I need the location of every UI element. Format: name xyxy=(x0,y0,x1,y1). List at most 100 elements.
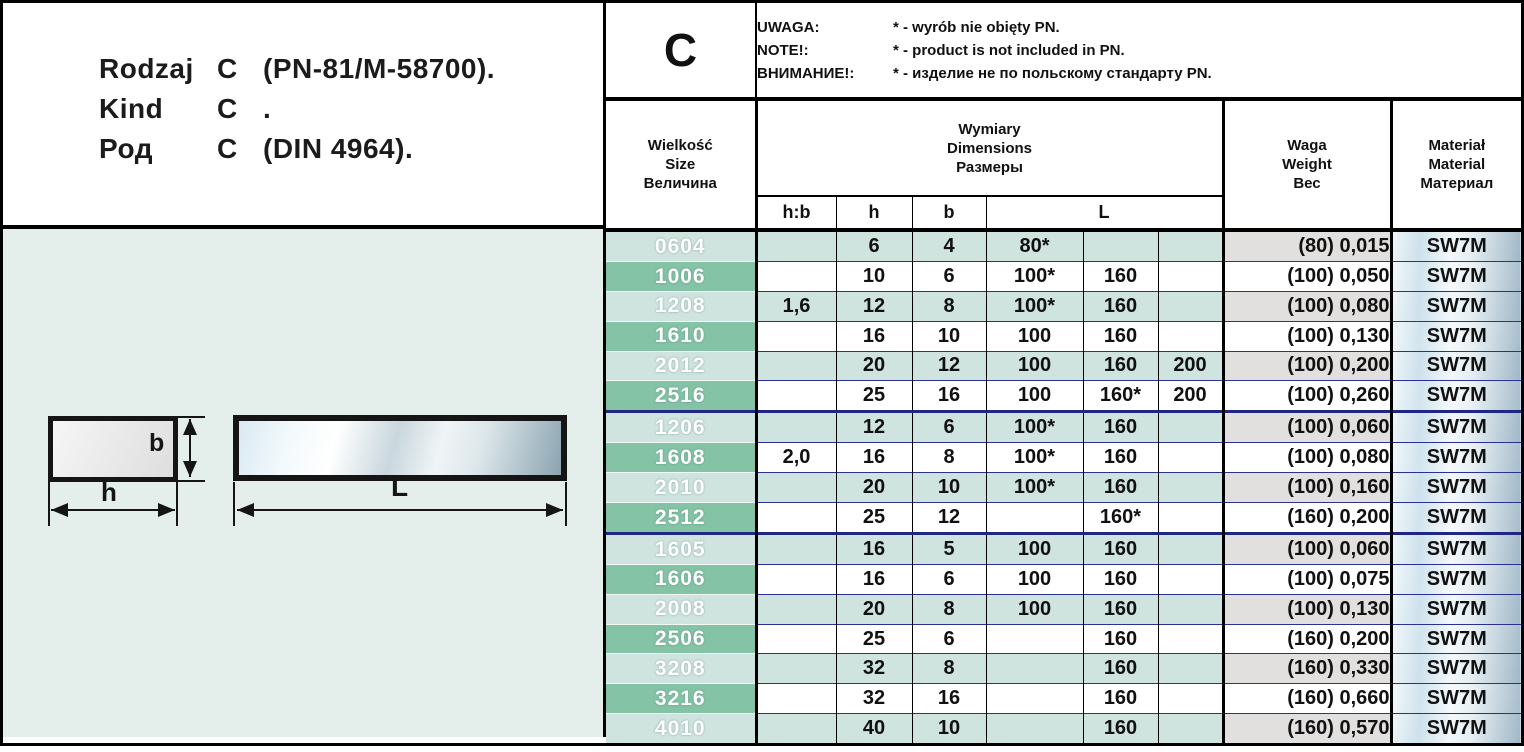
length-3-cell xyxy=(1158,653,1225,684)
table-row: 1605 16 5 100 160 (100) 0,060 SW7M xyxy=(606,532,1522,565)
length-2-cell: 160 xyxy=(1083,472,1159,503)
size-cell: 3216 xyxy=(606,683,758,714)
length-2-cell: 160 xyxy=(1083,410,1159,443)
ext-line-h-left xyxy=(48,482,50,526)
cross-section-rect xyxy=(48,416,178,482)
h-cell: 25 xyxy=(836,380,913,412)
size-cell: 1206 xyxy=(606,410,758,443)
table-row: 2512 25 12 160* (160) 0,200 SW7M xyxy=(606,502,1522,534)
h-cell: 10 xyxy=(836,261,913,292)
material-cell: SW7M xyxy=(1391,261,1522,292)
column-header-size: Wielkość Size Величина xyxy=(606,99,758,232)
bar-rect xyxy=(233,415,567,481)
material-cell: SW7M xyxy=(1391,229,1522,262)
length-1-cell xyxy=(986,713,1084,743)
material-cell: SW7M xyxy=(1391,564,1522,595)
hb-ratio-cell xyxy=(756,593,837,625)
b-cell: 10 xyxy=(912,320,987,352)
table-row: 3208 32 8 160 (160) 0,330 SW7M xyxy=(606,653,1522,684)
weight-cell: (80) 0,015 xyxy=(1223,229,1393,262)
table-body: C UWAGA: * - wyrób nie obięty PN. NOTE!: *… xyxy=(606,3,1522,743)
h-cell: 12 xyxy=(836,410,913,443)
weight-cell: (100) 0,075 xyxy=(1223,564,1393,595)
b-cell: 12 xyxy=(912,350,987,381)
b-cell: 8 xyxy=(912,653,987,684)
h-cell: 20 xyxy=(836,472,913,503)
material-cell: SW7M xyxy=(1391,683,1522,714)
h-cell: 20 xyxy=(836,593,913,625)
size-cell: 0604 xyxy=(606,229,758,262)
length-2-cell: 160 xyxy=(1083,532,1159,565)
b-cell: 16 xyxy=(912,683,987,714)
material-cell: SW7M xyxy=(1391,532,1522,565)
title-standard-ru: (DIN 4964). xyxy=(263,133,414,164)
size-cell: 2008 xyxy=(606,593,758,625)
length-3-cell xyxy=(1158,623,1225,654)
length-3-cell xyxy=(1158,502,1225,534)
note-line-english: NOTE!: * - product is not included in PN. xyxy=(757,39,1521,62)
weight-cell: (100) 0,130 xyxy=(1223,593,1393,625)
length-1-cell: 100* xyxy=(986,472,1084,503)
size-cell: 2010 xyxy=(606,472,758,503)
length-2-cell: 160* xyxy=(1083,380,1159,412)
b-cell: 16 xyxy=(912,380,987,412)
b-cell: 8 xyxy=(912,290,987,322)
b-cell: 12 xyxy=(912,502,987,534)
column-header-weight: Waga Weight Вес xyxy=(1223,99,1393,232)
length-3-cell xyxy=(1158,290,1225,322)
b-cell: 8 xyxy=(912,593,987,625)
ext-line-L-left xyxy=(233,482,235,526)
weight-cell: (100) 0,130 xyxy=(1223,320,1393,352)
length-3-cell: 200 xyxy=(1158,350,1225,381)
material-cell: SW7M xyxy=(1391,472,1522,503)
length-3-cell xyxy=(1158,532,1225,565)
subheader-L: L xyxy=(986,196,1225,232)
h-cell: 32 xyxy=(836,683,913,714)
b-cell: 5 xyxy=(912,532,987,565)
length-3-cell xyxy=(1158,410,1225,443)
column-header-material: Materiał Material Материал xyxy=(1391,99,1522,232)
b-cell: 10 xyxy=(912,713,987,743)
size-cell: 1610 xyxy=(606,320,758,352)
title-row-english: Kind C . xyxy=(99,89,603,129)
material-cell: SW7M xyxy=(1391,320,1522,352)
note-text-ru: * - изделие не по польскому стандарту PN… xyxy=(893,64,1212,82)
hb-ratio-cell xyxy=(756,683,837,714)
length-3-cell xyxy=(1158,713,1225,743)
subheader-h: h xyxy=(836,196,913,232)
title-row-russian: Род C (DIN 4964). xyxy=(99,129,603,169)
hb-ratio-cell xyxy=(756,261,837,292)
weight-cell: (100) 0,080 xyxy=(1223,442,1393,473)
length-3-cell xyxy=(1158,261,1225,292)
length-2-cell xyxy=(1083,229,1159,262)
header-row-sub: h:b h b L xyxy=(606,196,1521,232)
table-row: 2008 20 8 100 160 (100) 0,130 SW7M xyxy=(606,593,1522,625)
size-cell: 1605 xyxy=(606,532,758,565)
length-2-cell: 160 xyxy=(1083,350,1159,381)
title-label-pl: Rodzaj xyxy=(99,53,194,84)
note-label-en: NOTE!: xyxy=(757,41,809,59)
weight-cell: (160) 0,570 xyxy=(1223,713,1393,743)
table-row: 1608 2,0 16 8 100* 160 (100) 0,080 SW7M xyxy=(606,442,1522,473)
length-2-cell: 160 xyxy=(1083,623,1159,654)
size-cell: 1606 xyxy=(606,564,758,595)
note-text-en: * - product is not included in PN. xyxy=(893,41,1125,59)
dim-arrow-b xyxy=(183,419,197,477)
hb-ratio-cell xyxy=(756,350,837,381)
hb-ratio-cell xyxy=(756,380,837,412)
dim-label-L: L xyxy=(391,471,409,502)
title-standard-en: . xyxy=(263,93,272,124)
title-label-ru: Род xyxy=(99,133,153,164)
title-letter-en: C xyxy=(217,93,238,124)
parts-table: C UWAGA: * - wyrób nie obięty PN. NOTE!: *… xyxy=(606,3,1522,743)
table-row: 4010 40 10 160 (160) 0,570 SW7M xyxy=(606,713,1522,743)
weight-cell: (160) 0,330 xyxy=(1223,653,1393,684)
length-2-cell: 160 xyxy=(1083,653,1159,684)
length-1-cell: 100 xyxy=(986,593,1084,625)
b-cell: 8 xyxy=(912,442,987,473)
size-cell: 1608 xyxy=(606,442,758,473)
diagram-panel: b h L xyxy=(3,229,606,737)
length-2-cell: 160 xyxy=(1083,683,1159,714)
length-2-cell: 160 xyxy=(1083,593,1159,625)
